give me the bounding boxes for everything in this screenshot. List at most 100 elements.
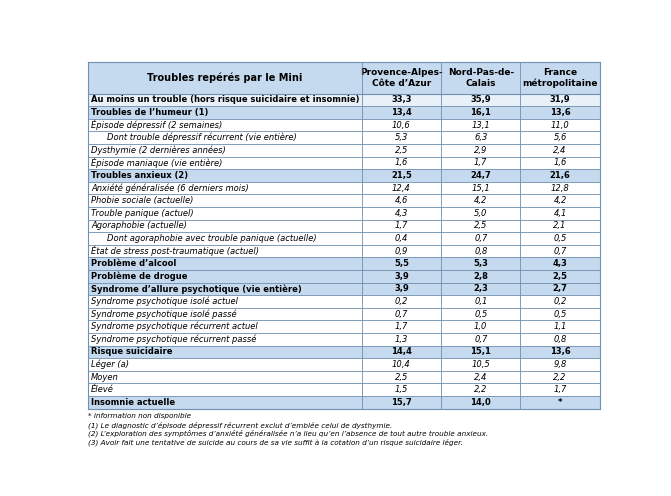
Bar: [362, 358, 441, 371]
Text: Syndrome d’allure psychotique (vie entière): Syndrome d’allure psychotique (vie entiè…: [91, 284, 302, 294]
Bar: [521, 220, 600, 232]
Text: 33,3: 33,3: [391, 95, 412, 104]
Bar: [362, 207, 441, 220]
Text: 12,4: 12,4: [392, 184, 411, 192]
Bar: [521, 257, 600, 270]
Bar: [441, 220, 521, 232]
Text: Léger (a): Léger (a): [91, 360, 129, 369]
Bar: [362, 232, 441, 245]
Bar: [362, 94, 441, 106]
Bar: [521, 283, 600, 295]
Text: 0,7: 0,7: [395, 310, 408, 318]
Text: 0,2: 0,2: [395, 297, 408, 306]
Bar: [362, 157, 441, 169]
Text: 2,7: 2,7: [553, 284, 568, 293]
Text: France
métropolitaine: France métropolitaine: [522, 67, 598, 88]
Text: 1,3: 1,3: [395, 335, 408, 344]
Bar: [88, 320, 362, 333]
Text: 1,7: 1,7: [474, 158, 487, 167]
Text: 10,6: 10,6: [392, 121, 411, 129]
Text: 2,9: 2,9: [474, 146, 487, 155]
Text: Troubles de l’humeur (1): Troubles de l’humeur (1): [91, 108, 209, 117]
Bar: [441, 119, 521, 131]
Bar: [362, 396, 441, 409]
Bar: [88, 308, 362, 320]
Text: Phobie sociale (actuelle): Phobie sociale (actuelle): [91, 196, 193, 205]
Bar: [88, 144, 362, 157]
Bar: [441, 396, 521, 409]
Text: 0,8: 0,8: [554, 335, 567, 344]
Text: Moyen: Moyen: [91, 372, 119, 381]
Text: 1,1: 1,1: [554, 322, 567, 331]
Text: Syndrome psychotique isolé passé: Syndrome psychotique isolé passé: [91, 310, 237, 319]
Bar: [521, 106, 600, 119]
Text: 3,9: 3,9: [394, 272, 409, 281]
Bar: [88, 371, 362, 383]
Bar: [88, 207, 362, 220]
Bar: [441, 257, 521, 270]
Text: 2,1: 2,1: [554, 221, 567, 230]
Bar: [88, 182, 362, 194]
Bar: [521, 131, 600, 144]
Text: 2,5: 2,5: [553, 272, 568, 281]
Text: 2,8: 2,8: [473, 272, 488, 281]
Bar: [521, 182, 600, 194]
Text: * information non disponible: * information non disponible: [88, 413, 191, 419]
Bar: [521, 333, 600, 346]
Text: 2,5: 2,5: [395, 146, 408, 155]
Text: (2) L’exploration des symptômes d’anxiété généralisée n’a lieu qu’en l’absence d: (2) L’exploration des symptômes d’anxiét…: [88, 430, 488, 437]
Bar: [441, 169, 521, 182]
Bar: [441, 207, 521, 220]
Bar: [441, 194, 521, 207]
Text: Dysthymie (2 dernières années): Dysthymie (2 dernières années): [91, 145, 226, 155]
Text: 5,3: 5,3: [395, 133, 408, 142]
Bar: [521, 207, 600, 220]
Text: État de stress post-traumatique (actuel): État de stress post-traumatique (actuel): [91, 246, 259, 256]
Bar: [88, 157, 362, 169]
Bar: [362, 333, 441, 346]
Bar: [88, 383, 362, 396]
Text: 31,9: 31,9: [550, 95, 570, 104]
Text: 13,1: 13,1: [472, 121, 490, 129]
Text: 0,5: 0,5: [474, 310, 487, 318]
Bar: [362, 308, 441, 320]
Text: Dont agoraphobie avec trouble panique (actuelle): Dont agoraphobie avec trouble panique (a…: [107, 234, 317, 243]
Text: 4,3: 4,3: [395, 209, 408, 218]
Bar: [88, 283, 362, 295]
Text: 0,8: 0,8: [474, 247, 487, 255]
Bar: [441, 245, 521, 257]
Bar: [441, 62, 521, 94]
Text: 4,2: 4,2: [474, 196, 487, 205]
Bar: [88, 119, 362, 131]
Bar: [521, 270, 600, 283]
Bar: [521, 358, 600, 371]
Bar: [88, 106, 362, 119]
Text: 15,1: 15,1: [470, 347, 491, 357]
Bar: [441, 283, 521, 295]
Bar: [441, 295, 521, 308]
Bar: [362, 169, 441, 182]
Text: Trouble panique (actuel): Trouble panique (actuel): [91, 209, 194, 218]
Text: 24,7: 24,7: [470, 171, 491, 180]
Bar: [88, 220, 362, 232]
Text: 2,4: 2,4: [474, 372, 487, 381]
Text: 1,7: 1,7: [395, 221, 408, 230]
Text: 1,6: 1,6: [395, 158, 408, 167]
Bar: [88, 232, 362, 245]
Bar: [88, 245, 362, 257]
Text: (3) Avoir fait une tentative de suicide au cours de sa vie suffit à la cotation : (3) Avoir fait une tentative de suicide …: [88, 438, 463, 446]
Text: 21,6: 21,6: [550, 171, 570, 180]
Bar: [362, 371, 441, 383]
Bar: [88, 295, 362, 308]
Text: 2,2: 2,2: [554, 372, 567, 381]
Bar: [362, 144, 441, 157]
Bar: [441, 131, 521, 144]
Text: 1,7: 1,7: [395, 322, 408, 331]
Text: Épisode maniaque (vie entière): Épisode maniaque (vie entière): [91, 158, 223, 168]
Text: Anxiété généralisée (6 derniers mois): Anxiété généralisée (6 derniers mois): [91, 184, 249, 193]
Bar: [521, 119, 600, 131]
Text: 5,0: 5,0: [474, 209, 487, 218]
Bar: [521, 295, 600, 308]
Text: 10,5: 10,5: [472, 360, 490, 369]
Text: *: *: [558, 398, 562, 407]
